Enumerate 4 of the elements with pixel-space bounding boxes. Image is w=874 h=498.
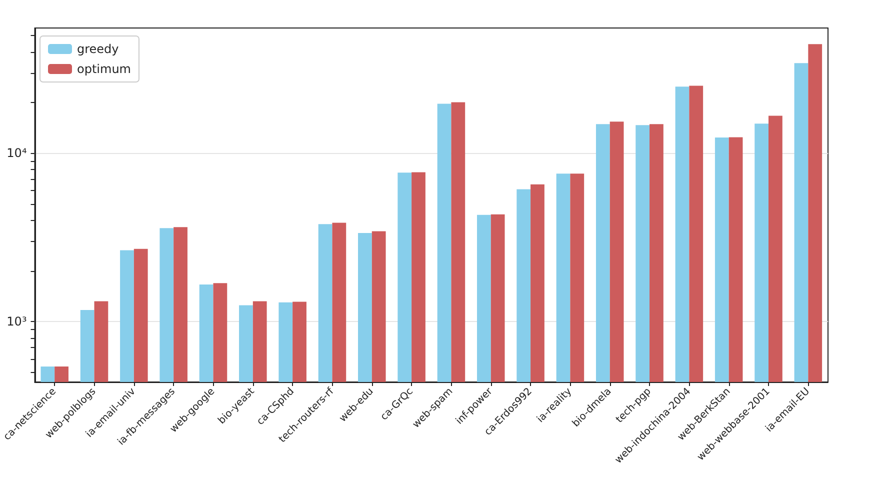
legend-label: optimum xyxy=(77,62,131,76)
legend-label: greedy xyxy=(77,42,119,56)
y-tick-label: 10⁴ xyxy=(6,146,27,160)
y-tick-label: 10³ xyxy=(6,314,27,329)
